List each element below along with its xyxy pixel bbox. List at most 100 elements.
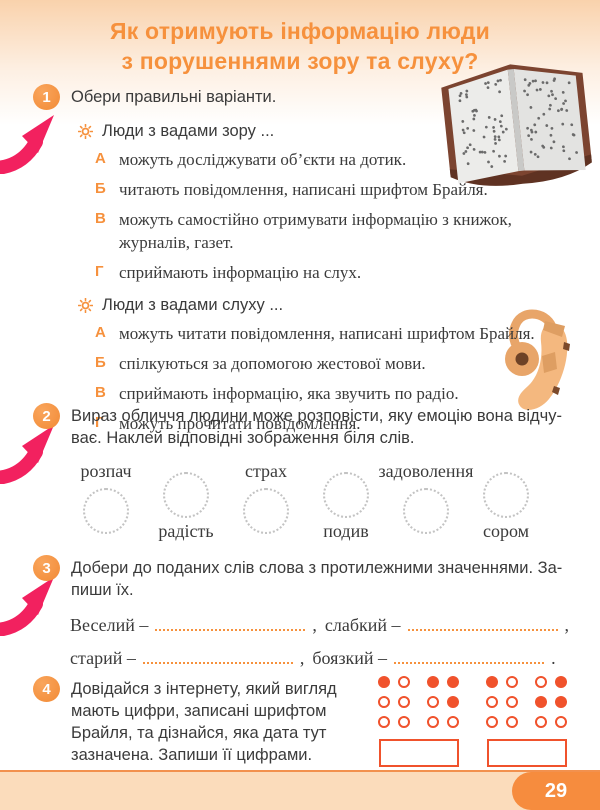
sticker-placeholder-circle[interactable] <box>243 488 289 534</box>
task2-instruction-line2: ває. Наклей відповідні зображення біля с… <box>71 429 415 447</box>
option-letter[interactable]: В <box>95 210 106 227</box>
braille-cell <box>427 676 459 728</box>
braille-dot-empty <box>535 716 547 728</box>
braille-dot-filled <box>555 696 567 708</box>
task-3: 3 Добери до поданих слів слова з протиле… <box>33 555 573 681</box>
task1-number-badge: 1 <box>33 84 60 110</box>
braille-dot-empty <box>535 676 547 688</box>
task4-instruction-line: зазначена. Запиши її цифрами. <box>71 746 313 764</box>
braille-dot-empty <box>427 716 439 728</box>
page-title-line1: Як отримують інформацію люди <box>110 18 490 44</box>
task1-arrow-icon <box>0 110 60 175</box>
task3-instruction: Добери до поданих слів слова з протилежн… <box>71 555 562 601</box>
answer-dotted-line[interactable] <box>394 651 545 664</box>
antonym-word: старий – <box>70 648 136 668</box>
task4-instruction-line: Брайля, та дізнайся, яка дата тут <box>71 724 327 742</box>
braille-dot-filled <box>427 676 439 688</box>
answer-dotted-line[interactable] <box>407 618 558 631</box>
braille-dot-empty <box>555 716 567 728</box>
task4-instruction-line: Довідайся з інтернету, який вигляд <box>71 680 337 698</box>
sticker-placeholder-circle[interactable] <box>323 472 369 518</box>
sticker-placeholder-circle[interactable] <box>483 472 529 518</box>
task1-instruction: Обери правильні варіанти. <box>71 88 277 106</box>
braille-dot-empty <box>427 696 439 708</box>
braille-cell <box>535 676 567 728</box>
option-text: спілкуються за допомогою жестової мови. <box>119 354 426 373</box>
separator: . <box>551 648 556 668</box>
braille-dot-empty <box>486 696 498 708</box>
emotion-sticker-row: розпач радість страх подив задоволення с… <box>66 461 573 541</box>
option-letter[interactable]: Г <box>95 263 104 280</box>
task-4: 4 Довідайся з інтернету, який вигляд маю… <box>33 676 573 767</box>
braille-dot-filled <box>447 676 459 688</box>
task3-instruction-line1: Добери до поданих слів слова з протилежн… <box>71 559 563 577</box>
braille-cell-group <box>378 676 459 728</box>
option-letter[interactable]: Б <box>95 180 106 197</box>
page-number-badge: 29 <box>512 772 600 810</box>
page-title: Як отримують інформацію люди з порушення… <box>0 16 600 76</box>
braille-dot-filled <box>535 696 547 708</box>
option-letter[interactable]: А <box>95 324 106 341</box>
braille-cell <box>378 676 410 728</box>
emotion-word: розпач <box>80 461 132 481</box>
option-text: можуть читати повідомлення, написані шри… <box>119 324 535 343</box>
braille-dot-empty <box>398 716 410 728</box>
emotion-word: подив <box>323 521 369 541</box>
answer-box[interactable] <box>486 739 567 767</box>
option-letter[interactable]: В <box>95 384 106 401</box>
option-text: сприймають інформацію на слух. <box>119 263 362 282</box>
answer-dotted-line[interactable] <box>155 618 306 631</box>
answer-dotted-line[interactable] <box>142 651 293 664</box>
braille-cell-group <box>486 676 567 728</box>
braille-dot-empty <box>506 696 518 708</box>
option-letter[interactable]: Г <box>95 414 104 431</box>
option-text: сприймають інформацію, яка звучить по ра… <box>119 384 459 403</box>
emotion-word: радість <box>158 521 214 541</box>
task2-number-badge: 2 <box>33 403 60 429</box>
task4-instruction: Довідайся з інтернету, який вигляд мають… <box>71 676 337 766</box>
antonym-word: слабкий – <box>324 615 401 635</box>
sun-bullet-icon <box>78 124 93 139</box>
answer-box[interactable] <box>378 739 459 767</box>
braille-date-puzzle <box>378 676 578 767</box>
task2-instruction: Вираз обличчя людини може розповісти, як… <box>71 403 562 449</box>
braille-dot-filled <box>555 676 567 688</box>
braille-dot-filled <box>486 676 498 688</box>
task2-arrow-icon <box>0 420 60 485</box>
sticker-placeholder-circle[interactable] <box>83 488 129 534</box>
sticker-placeholder-circle[interactable] <box>163 472 209 518</box>
braille-dot-empty <box>378 696 390 708</box>
option-text: читають повідомлення, написані шрифтом Б… <box>119 180 488 199</box>
braille-dot-empty <box>447 716 459 728</box>
task1-group1-label: Люди з вадами зору ... <box>102 122 275 140</box>
task3-number-badge: 3 <box>33 555 60 581</box>
option-letter[interactable]: А <box>95 150 106 167</box>
task4-instruction-line: мають цифри, записані шрифтом <box>71 702 327 720</box>
hearing-aid-icon <box>505 309 570 410</box>
sun-bullet-icon <box>78 298 93 313</box>
separator: , <box>564 615 570 635</box>
emotion-word: сором <box>482 521 530 541</box>
emotion-word: задоволення <box>378 461 474 481</box>
page-title-line2: з порушеннями зору та слуху? <box>121 48 479 74</box>
task-1: 1 Обери правильні варіанти. Люди з вадам… <box>33 84 573 442</box>
sticker-placeholder-circle[interactable] <box>403 488 449 534</box>
hearing-aid-illustration <box>497 306 583 418</box>
braille-dot-empty <box>486 716 498 728</box>
braille-dot-filled <box>378 676 390 688</box>
task-2: 2 Вираз обличчя людини може розповісти, … <box>33 403 573 541</box>
option-letter[interactable]: Б <box>95 354 106 371</box>
option-text: можуть досліджувати об’єкти на дотик. <box>119 150 407 169</box>
braille-cell <box>486 676 518 728</box>
option-text: можуть самостійно отримувати інформацію … <box>119 210 512 252</box>
task4-number-badge: 4 <box>33 676 60 702</box>
braille-dot-empty <box>506 676 518 688</box>
braille-dot-filled <box>447 696 459 708</box>
antonym-word: Веселий – <box>70 615 149 635</box>
separator: , <box>312 615 317 635</box>
braille-dot-empty <box>378 716 390 728</box>
braille-dot-empty <box>398 696 410 708</box>
task3-instruction-line2: пиши їх. <box>71 581 134 599</box>
antonym-exercise: Веселий – , слабкий – , старий – , боязк… <box>70 615 573 681</box>
emotion-word: страх <box>244 461 288 481</box>
